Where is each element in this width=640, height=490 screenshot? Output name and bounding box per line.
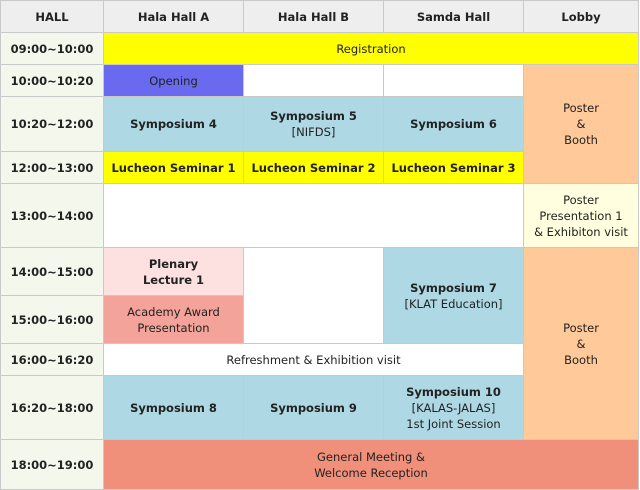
header-hall: HALL bbox=[0, 0, 104, 33]
symposium-5-subtitle: [NIFDS] bbox=[291, 125, 336, 139]
time-cell: 10:00~10:20 bbox=[0, 64, 104, 97]
row-1500: 15:00~16:00 Academy Award Presentation bbox=[0, 295, 639, 344]
time-cell: 18:00~19:00 bbox=[0, 439, 104, 490]
general-meeting-line: Welcome Reception bbox=[314, 465, 428, 480]
symposium-9-cell: Symposium 9 bbox=[243, 375, 384, 440]
symposium-4-cell: Symposium 4 bbox=[103, 96, 244, 152]
lobby-line: & Exhibiton visit bbox=[534, 224, 628, 239]
luncheon-seminar-1-cell: Lucheon Seminar 1 bbox=[103, 151, 244, 184]
time-cell: 13:00~14:00 bbox=[0, 183, 104, 248]
lobby-line: Poster bbox=[563, 320, 599, 335]
time-cell: 16:00~16:20 bbox=[0, 343, 104, 376]
symposium-10-cell: Symposium 10 [KALAS-JALAS] 1st Joint Ses… bbox=[383, 375, 524, 440]
lobby-poster-booth-morning: Poster & Booth bbox=[523, 64, 639, 184]
award-line: Presentation bbox=[137, 320, 210, 335]
symposium-6-cell: Symposium 6 bbox=[383, 96, 524, 152]
header-hala-hall-b: Hala Hall B bbox=[243, 0, 384, 33]
header-row: HALL Hala Hall A Hala Hall B Samda Hall … bbox=[0, 0, 639, 33]
registration-cell: Registration bbox=[103, 32, 639, 65]
time-cell: 15:00~16:00 bbox=[0, 295, 104, 344]
time-cell: 09:00~10:00 bbox=[0, 32, 104, 65]
plenary-lecture-cell: Plenary Lecture 1 bbox=[103, 247, 244, 296]
row-1620: 16:20~18:00 Symposium 8 Symposium 9 Symp… bbox=[0, 375, 639, 440]
symposium-10-subtitle: [KALAS-JALAS] bbox=[411, 400, 496, 415]
empty-cell bbox=[383, 64, 524, 97]
time-cell: 10:20~12:00 bbox=[0, 96, 104, 152]
symposium-10-title: Symposium 10 bbox=[406, 384, 501, 399]
lobby-line: Booth bbox=[564, 133, 598, 147]
plenary-line: Plenary bbox=[148, 256, 199, 271]
refreshment-cell: Refreshment & Exhibition visit bbox=[103, 343, 524, 376]
row-1020: 10:20~12:00 Symposium 4 Symposium 5 [NIF… bbox=[0, 96, 639, 152]
empty-cell bbox=[103, 183, 524, 248]
row-1600: 16:00~16:20 Refreshment & Exhibition vis… bbox=[0, 343, 639, 376]
general-meeting-cell: General Meeting & Welcome Reception bbox=[103, 439, 639, 490]
symposium-7-cell: Symposium 7 [KLAT Education] bbox=[383, 247, 524, 344]
empty-cell bbox=[243, 64, 384, 97]
row-1800: 18:00~19:00 General Meeting & Welcome Re… bbox=[0, 439, 639, 490]
lobby-line: Poster bbox=[563, 101, 599, 115]
lobby-poster-presentation-cell: Poster Presentation 1 & Exhibiton visit bbox=[523, 183, 639, 248]
lobby-poster-booth-afternoon: Poster & Booth bbox=[523, 247, 639, 440]
general-meeting-line: General Meeting & bbox=[317, 449, 425, 464]
symposium-10-subtitle: 1st Joint Session bbox=[406, 416, 501, 431]
opening-cell: Opening bbox=[103, 64, 244, 97]
academy-award-cell: Academy Award Presentation bbox=[103, 295, 244, 344]
lobby-line: Booth bbox=[564, 352, 598, 367]
plenary-line: Lecture 1 bbox=[142, 272, 205, 287]
row-1000: 10:00~10:20 Opening Poster & Booth bbox=[0, 64, 639, 184]
empty-cell bbox=[243, 247, 384, 344]
time-cell: 14:00~15:00 bbox=[0, 247, 104, 296]
symposium-8-cell: Symposium 8 bbox=[103, 375, 244, 440]
lobby-line: & bbox=[576, 117, 586, 131]
award-line: Academy Award bbox=[127, 304, 220, 319]
symposium-5-cell: Symposium 5 [NIFDS] bbox=[243, 96, 384, 152]
header-samda-hall: Samda Hall bbox=[383, 0, 524, 33]
row-1400: 14:00~15:00 Plenary Lecture 1 Symposium … bbox=[0, 247, 639, 440]
symposium-7-subtitle: [KLAT Education] bbox=[404, 296, 503, 311]
lobby-line: & bbox=[576, 336, 586, 351]
symposium-7-title: Symposium 7 bbox=[410, 280, 497, 295]
header-hala-hall-a: Hala Hall A bbox=[103, 0, 244, 33]
header-lobby: Lobby bbox=[523, 0, 639, 33]
luncheon-seminar-3-cell: Lucheon Seminar 3 bbox=[383, 151, 524, 184]
time-cell: 12:00~13:00 bbox=[0, 151, 104, 184]
symposium-5-title: Symposium 5 bbox=[270, 109, 357, 123]
row-0900: 09:00~10:00 Registration bbox=[0, 32, 639, 65]
lobby-line: Presentation 1 bbox=[539, 208, 623, 223]
row-1300: 13:00~14:00 Poster Presentation 1 & Exhi… bbox=[0, 183, 639, 248]
time-cell: 16:20~18:00 bbox=[0, 375, 104, 440]
luncheon-seminar-2-cell: Lucheon Seminar 2 bbox=[243, 151, 384, 184]
lobby-line: Poster bbox=[563, 192, 599, 207]
